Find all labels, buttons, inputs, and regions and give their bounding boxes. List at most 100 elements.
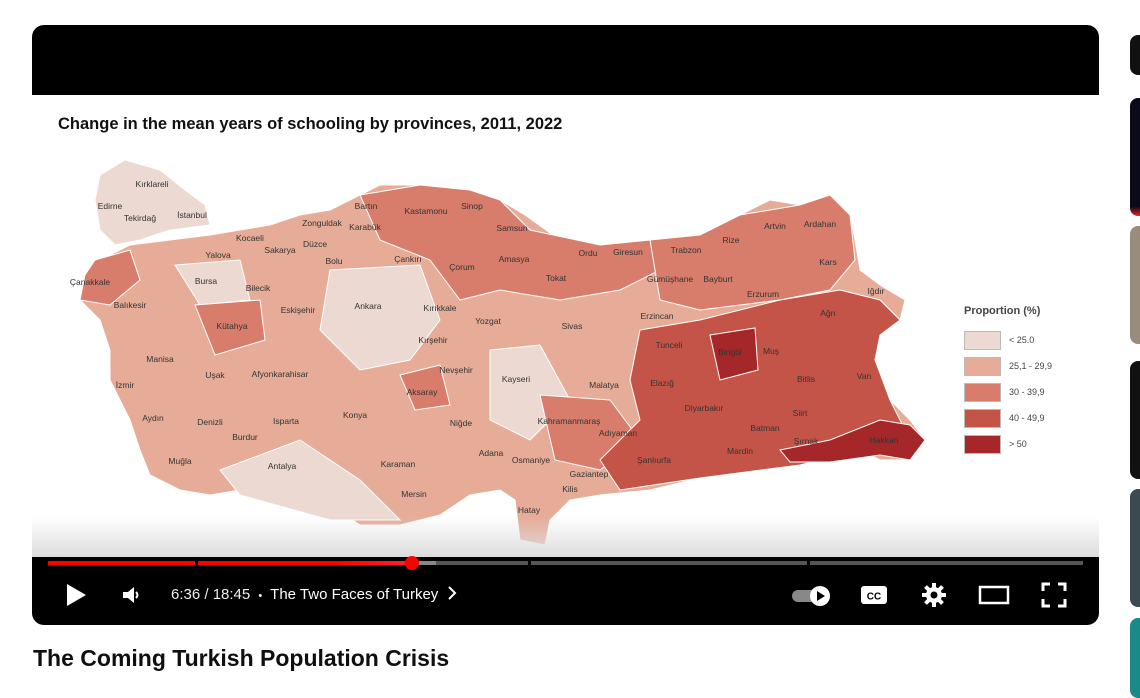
- province-label: Ankara: [354, 301, 382, 311]
- province-label: Trabzon: [670, 245, 702, 255]
- settings-gear-icon: [922, 583, 946, 607]
- province-label: Gaziantep: [569, 469, 609, 479]
- province-label: Kocaeli: [236, 233, 264, 243]
- province-label: Aydın: [142, 413, 164, 423]
- slide-title: Change in the mean years of schooling by…: [58, 115, 563, 133]
- scrubber-handle[interactable]: [405, 556, 420, 570]
- province-label: Nevşehir: [439, 365, 473, 375]
- turkey-map: [79, 159, 926, 546]
- province-label: Çorum: [449, 262, 475, 272]
- mute-button[interactable]: [116, 575, 146, 615]
- sidebar-thumbnail[interactable]: [1130, 226, 1140, 344]
- province-label: Kahramanmaraş: [537, 416, 601, 426]
- legend-label: 30 - 39,9: [1009, 387, 1045, 397]
- province-label: Van: [856, 371, 872, 381]
- map-legend: Proportion (%) < 25.0 25,1 - 29,9 30 - 3…: [964, 305, 1052, 457]
- legend-item: 25,1 - 29,9: [964, 353, 1052, 379]
- province-label: Diyarbakır: [684, 403, 724, 413]
- map-region-medium-aksaray: [399, 364, 451, 411]
- province-label: Yalova: [205, 250, 231, 260]
- province-label: Muş: [762, 346, 780, 356]
- chapter-gap: [528, 561, 531, 565]
- time-current-duration: 6:36 / 18:45: [171, 586, 251, 603]
- province-label: Burdur: [232, 432, 258, 442]
- legend-item: < 25.0: [964, 327, 1052, 353]
- chevron-right-icon: [448, 586, 457, 600]
- video-frame-slide: Change in the mean years of schooling by…: [32, 95, 1099, 557]
- province-label: Sivas: [561, 321, 583, 331]
- province-label: Ordu: [578, 248, 598, 258]
- legend-swatch: [964, 330, 1001, 350]
- map-region-darkest-hakkari: [779, 419, 926, 463]
- time-display: 6:36 / 18:45 • The Two Faces of Turkey: [171, 586, 458, 603]
- province-label: Artvin: [764, 221, 786, 231]
- province-label: Adıyaman: [598, 428, 638, 438]
- sidebar-thumbnail[interactable]: [1130, 489, 1140, 607]
- province-label: Erzurum: [746, 289, 780, 299]
- province-label: Muğla: [168, 456, 192, 466]
- legend-item: 30 - 39,9: [964, 379, 1052, 405]
- sidebar-thumbnail[interactable]: [1130, 98, 1140, 216]
- map-region-medium-canakkale: [79, 249, 141, 306]
- legend-swatch: [964, 434, 1001, 454]
- province-label: Kars: [819, 257, 837, 267]
- province-label: Edirne: [97, 201, 123, 211]
- cc-icon: CC: [861, 586, 887, 604]
- autoplay-toggle-icon: [792, 586, 830, 606]
- province-label: Osmaniye: [511, 455, 551, 465]
- province-label: Elazığ: [650, 378, 674, 388]
- fullscreen-button[interactable]: [1034, 575, 1074, 615]
- province-label: Karaman: [380, 459, 416, 469]
- subtitles-button[interactable]: CC: [856, 575, 892, 615]
- map-region-medium-kutahya: [194, 299, 266, 356]
- video-player[interactable]: Change in the mean years of schooling by…: [32, 25, 1099, 625]
- province-label: Çankırı: [394, 254, 422, 264]
- province-label: Mardin: [727, 446, 753, 456]
- province-label: Bilecik: [245, 283, 271, 293]
- player-controls: 6:36 / 18:45 • The Two Faces of Turkey C…: [32, 575, 1099, 615]
- map-region-light-ankara: [319, 264, 441, 371]
- legend-label: 25,1 - 29,9: [1009, 361, 1053, 371]
- legend-label: 40 - 49,9: [1009, 413, 1045, 423]
- play-button[interactable]: [60, 575, 92, 615]
- legend-label: < 25.0: [1009, 335, 1035, 345]
- progress-bar[interactable]: [48, 556, 1083, 570]
- chapter-segment[interactable]: [531, 561, 807, 565]
- province-label: Tunceli: [655, 340, 683, 350]
- sidebar-thumbnail[interactable]: [1130, 618, 1140, 698]
- chapter-title-button[interactable]: The Two Faces of Turkey: [270, 586, 458, 603]
- map-region-light-bursa: [174, 259, 251, 306]
- video-title: The Coming Turkish Population Crisis: [33, 645, 450, 671]
- province-label: Bursa: [194, 276, 218, 286]
- province-label: Gümüşhane: [646, 274, 694, 284]
- map-region-darkest-bingol: [709, 327, 759, 381]
- province-label: Kırıkkale: [423, 303, 457, 313]
- legend-title: Proportion (%): [964, 305, 1041, 317]
- province-label: Mersin: [401, 489, 427, 499]
- chapter-segment[interactable]: [810, 561, 1083, 565]
- slide-bottom-gradient: [32, 517, 1099, 557]
- legend-swatch: [964, 356, 1001, 376]
- chapter-title: The Two Faces of Turkey: [270, 586, 439, 603]
- autoplay-toggle[interactable]: [788, 575, 834, 615]
- province-label: Ağrı: [820, 308, 836, 318]
- province-label: Tokat: [545, 273, 567, 283]
- province-label: Amasya: [498, 254, 530, 264]
- province-label: Antalya: [267, 461, 297, 471]
- province-label: Adana: [478, 448, 504, 458]
- province-label: Düzce: [302, 239, 328, 249]
- svg-text:CC: CC: [867, 592, 881, 603]
- play-icon: [67, 584, 86, 606]
- sidebar-thumbnail[interactable]: [1130, 361, 1140, 479]
- sidebar-thumbnail[interactable]: [1130, 35, 1140, 75]
- settings-button[interactable]: [916, 575, 952, 615]
- province-label: Denizli: [197, 417, 223, 427]
- province-label: Manisa: [146, 354, 174, 364]
- province-label: Bolu: [325, 256, 343, 266]
- separator-dot: •: [258, 590, 263, 602]
- province-label: Karabük: [349, 222, 381, 232]
- theater-mode-button[interactable]: [974, 575, 1014, 615]
- province-label: Siirt: [792, 408, 808, 418]
- map-region-medium-northeast: [649, 194, 856, 311]
- province-label: Ardahan: [803, 219, 837, 229]
